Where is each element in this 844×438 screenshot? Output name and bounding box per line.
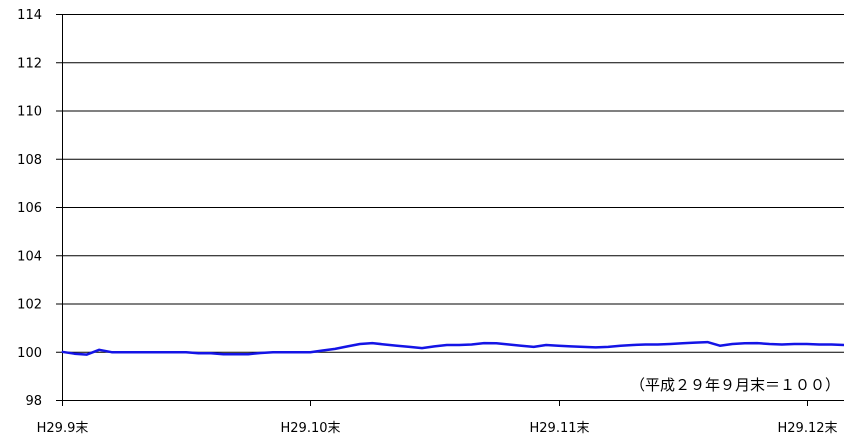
data-point [458, 344, 460, 346]
data-point [421, 347, 423, 349]
data-point [570, 345, 572, 347]
data-point [86, 354, 88, 356]
y-tick-label: 114 [17, 8, 42, 23]
data-point [620, 345, 622, 347]
data-point [61, 351, 63, 353]
data-point [123, 351, 125, 353]
data-point [396, 345, 398, 347]
data-point [706, 341, 709, 343]
data-point [135, 351, 138, 353]
data-point [409, 346, 411, 348]
data-point [359, 343, 361, 345]
y-tick-label: 100 [17, 346, 42, 361]
x-axis-tick-labels: H29.9末 H29.10末 H29.11末 H29.12末 [37, 421, 838, 436]
data-point [483, 342, 485, 344]
data-point [173, 351, 175, 353]
data-point [322, 349, 324, 352]
data-point [756, 342, 758, 344]
data-point [545, 344, 547, 346]
data-point [669, 343, 671, 345]
data-point [508, 343, 510, 346]
x-tick-label: H29.9末 [37, 421, 89, 436]
y-tick-label: 112 [17, 56, 42, 71]
data-point [818, 343, 820, 346]
data-point [731, 343, 733, 345]
data-point [371, 342, 373, 344]
data-point [235, 353, 237, 355]
y-tick-label: 98 [25, 394, 42, 409]
data-point [433, 345, 435, 347]
data-point [446, 344, 448, 346]
chart-note: （平成２９年９月末＝１００） [630, 376, 840, 394]
y-tick-label: 102 [17, 298, 42, 313]
data-point [557, 345, 560, 347]
data-point [533, 346, 535, 348]
data-point [793, 343, 795, 345]
y-tick-label: 106 [17, 201, 42, 216]
x-tick-label: H29.10末 [281, 421, 341, 436]
data-point [632, 344, 634, 346]
data-point [222, 353, 224, 355]
data-point [694, 342, 696, 344]
data-point [98, 349, 100, 351]
data-point [520, 345, 522, 347]
data-point [284, 351, 286, 353]
data-point [607, 346, 609, 348]
data-point [831, 343, 833, 346]
data-point [346, 345, 349, 347]
data-point [309, 351, 311, 353]
data-point [334, 348, 336, 350]
data-point [471, 343, 473, 346]
grid-lines [56, 14, 844, 401]
data-point [595, 346, 597, 348]
data-point [73, 353, 75, 355]
plot-series [61, 340, 844, 356]
data-point [806, 343, 808, 345]
data-point [111, 351, 113, 353]
data-point [272, 351, 274, 353]
data-point [644, 343, 647, 346]
y-tick-label: 104 [17, 249, 42, 264]
data-point [657, 343, 659, 346]
data-point [260, 352, 262, 354]
x-tick-label: H29.12末 [778, 421, 838, 436]
y-tick-label: 110 [17, 105, 42, 120]
x-tick-label: H29.11末 [530, 421, 590, 436]
y-tick-label: 108 [17, 153, 42, 168]
data-point [297, 351, 299, 353]
data-point [682, 342, 684, 344]
data-point [781, 343, 783, 346]
data-point [744, 342, 746, 344]
data-point [247, 353, 249, 355]
data-point [197, 352, 200, 354]
x-axis [62, 14, 808, 406]
data-point [160, 351, 162, 353]
data-point [185, 351, 187, 353]
data-point [210, 352, 212, 354]
y-axis-tick-labels: 98 100 102 104 106 108 110 112 114 [17, 8, 42, 409]
data-point [582, 346, 584, 348]
data-point [768, 343, 771, 345]
data-point [495, 342, 497, 344]
data-point [384, 343, 386, 346]
series-line [61, 340, 844, 356]
data-point [148, 351, 150, 353]
data-point [719, 345, 721, 347]
